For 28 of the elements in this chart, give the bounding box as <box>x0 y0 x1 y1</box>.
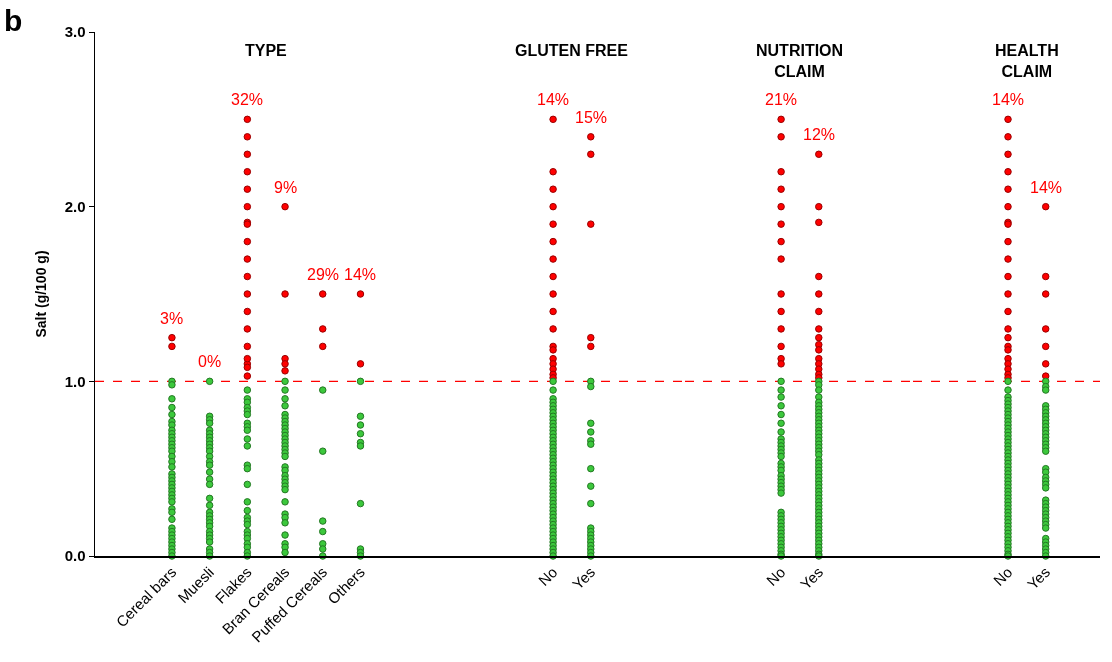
annotation: 32% <box>231 91 264 108</box>
annotation: 9% <box>274 179 298 196</box>
text: HEALTH CLAIM <box>995 42 1059 80</box>
annotation: 3% <box>160 310 184 327</box>
text: TYPE <box>245 42 288 59</box>
x-tick-label: Yes <box>796 563 827 593</box>
y-tick-label: 2.0 <box>64 197 86 215</box>
annotation: 0% <box>198 353 222 370</box>
x-tick-label: No <box>534 563 561 589</box>
x-tick-label: No <box>762 563 789 589</box>
text: b <box>4 4 23 37</box>
x-tick-label: No <box>989 563 1016 589</box>
annotation: 14% <box>537 91 570 108</box>
y-tick-label: 0.0 <box>64 547 86 565</box>
annotation: 21% <box>765 91 798 108</box>
annotation: 14% <box>1030 179 1063 196</box>
annotation: 15% <box>575 109 608 126</box>
annotation: 12% <box>803 126 836 143</box>
annotation: 14% <box>344 266 377 283</box>
y-tick-label: 3.0 <box>64 23 86 41</box>
x-tick-label: Yes <box>1023 563 1054 593</box>
annotation: 14% <box>992 91 1025 108</box>
text: NUTRITION CLAIM <box>756 42 844 80</box>
text: GLUTEN FREE <box>515 42 629 59</box>
y-axis-title: Salt (g/100 g) <box>33 250 50 338</box>
x-tick-label: Yes <box>568 563 599 593</box>
annotation: 29% <box>307 266 340 283</box>
y-tick-label: 1.0 <box>64 372 86 390</box>
